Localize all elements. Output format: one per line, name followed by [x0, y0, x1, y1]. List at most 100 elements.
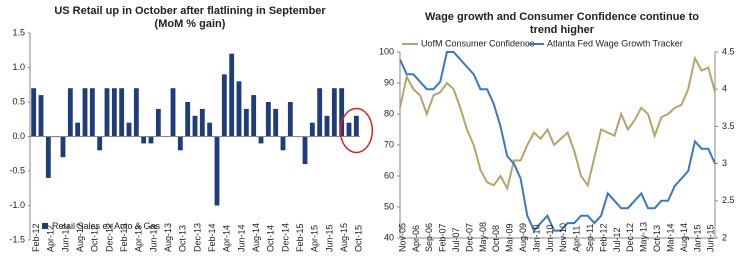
x-tick-label: Jun-14	[236, 224, 246, 252]
bar	[273, 108, 279, 137]
bar	[111, 88, 117, 137]
bar	[324, 115, 330, 137]
x-tick-label: Jun-15	[324, 224, 334, 252]
bar	[185, 102, 191, 137]
chart-title: trend higher	[530, 24, 595, 36]
bar	[229, 53, 235, 137]
bar	[243, 108, 249, 137]
x-tick-label: Aug-14	[679, 223, 689, 252]
y-tick-label: 90	[384, 77, 394, 87]
x-tick-label: May-08	[478, 222, 488, 252]
bar	[258, 136, 264, 144]
x-tick-label: Apr-15	[310, 225, 320, 252]
x-tick-label: Sep-06	[424, 223, 434, 252]
x-tick-label: Apr-13	[134, 225, 144, 252]
x-tick-label: Jun-13	[148, 224, 158, 252]
x-tick-label: Dec-12	[104, 223, 114, 252]
x-tick-label: Apr-11	[572, 226, 582, 252]
bar	[148, 136, 154, 144]
x-tick-label: Jun-15	[706, 224, 716, 252]
x-tick-label: Oct-15	[354, 225, 364, 252]
bar	[346, 122, 352, 137]
bar	[31, 88, 37, 137]
y-tick-label: 60	[384, 170, 394, 180]
x-tick-label: Dec-12	[625, 223, 635, 252]
bar	[133, 88, 139, 137]
x-tick-label: Jun-10	[545, 224, 555, 252]
bar	[45, 136, 51, 178]
y-tick-label: 0.5	[12, 96, 25, 106]
series-line	[399, 55, 716, 192]
series-line	[399, 51, 716, 233]
bar	[265, 102, 271, 137]
y-tick-label: 50	[384, 201, 394, 211]
bar	[82, 88, 88, 137]
highlight-circle	[339, 107, 374, 154]
bar	[60, 136, 66, 158]
chart-title: US Retail up in October after flatlining…	[54, 5, 326, 17]
x-tick-label: Feb-13	[119, 223, 129, 252]
x-tick-label: Aug-13	[163, 223, 173, 252]
y-tick-label: 70	[384, 139, 394, 149]
y-tick-label: 80	[384, 108, 394, 118]
bar	[317, 88, 323, 137]
y2-tick-label: 4	[722, 84, 727, 94]
y-tick-label: -0.5	[9, 165, 25, 175]
bar	[353, 115, 359, 137]
x-tick-label: Jun-12	[60, 224, 70, 252]
x-tick-label: Oct-08	[491, 225, 501, 252]
x-tick-label: Feb-07	[438, 223, 448, 252]
x-tick-label: Sep-11	[585, 224, 595, 252]
bar	[104, 88, 110, 137]
x-tick-label: Dec-14	[280, 223, 290, 252]
bar	[192, 115, 198, 137]
bar	[214, 136, 220, 206]
x-tick-label: Nov-05	[397, 223, 407, 252]
y-tick-label: -1.0	[9, 200, 25, 210]
bar	[155, 108, 161, 137]
y-tick-label: 40	[384, 232, 394, 242]
x-tick-label: Feb-14	[207, 223, 217, 252]
chart-title: Wage growth and Consumer Confidence cont…	[425, 11, 699, 23]
x-tick-label: Jul-07	[451, 227, 461, 252]
bar	[67, 88, 73, 137]
x-tick-label: Jul-12	[612, 227, 622, 252]
bar	[331, 88, 337, 137]
bar	[89, 88, 95, 137]
bar	[141, 136, 147, 144]
y2-tick-label: 2.5	[722, 195, 735, 205]
y-tick-label: -1.5	[9, 234, 25, 244]
y2-tick-label: 3	[722, 158, 727, 168]
bar	[97, 136, 103, 151]
x-tick-label: Mar-14	[665, 223, 675, 252]
x-tick-label: Jan-10	[531, 224, 541, 252]
y-tick-label: 1.5	[12, 27, 25, 37]
x-tick-label: Aug-15	[339, 223, 349, 252]
bar	[280, 136, 286, 151]
x-tick-label: Aug-14	[251, 223, 261, 252]
bar	[75, 122, 81, 137]
y2-tick-label: 2	[722, 232, 727, 242]
x-tick-label: Jan-15	[692, 224, 702, 252]
x-tick-label: Apr-12	[46, 225, 56, 252]
bar	[170, 88, 176, 137]
x-tick-label: Nov-10	[558, 223, 568, 252]
y-tick-label: 0.0	[12, 131, 25, 141]
bar	[236, 81, 242, 137]
chart-subtitle: (MoM % gain)	[155, 18, 226, 30]
legend-label: UofM Consumer Confidence	[421, 38, 535, 48]
bar	[339, 88, 345, 137]
x-tick-label: Dec-13	[192, 223, 202, 252]
bar	[221, 74, 227, 137]
bar	[199, 108, 205, 137]
bar	[177, 136, 183, 151]
x-tick-label: Aug-12	[75, 223, 85, 252]
legend-label: Retail Sales ex Auto & Gas	[52, 221, 161, 231]
bar	[38, 95, 44, 137]
bar	[309, 122, 315, 137]
bar	[126, 122, 132, 137]
x-tick-label: Apr-06	[411, 225, 421, 252]
x-tick-label: Aug-09	[518, 223, 528, 252]
y2-tick-label: 4.5	[722, 46, 735, 56]
